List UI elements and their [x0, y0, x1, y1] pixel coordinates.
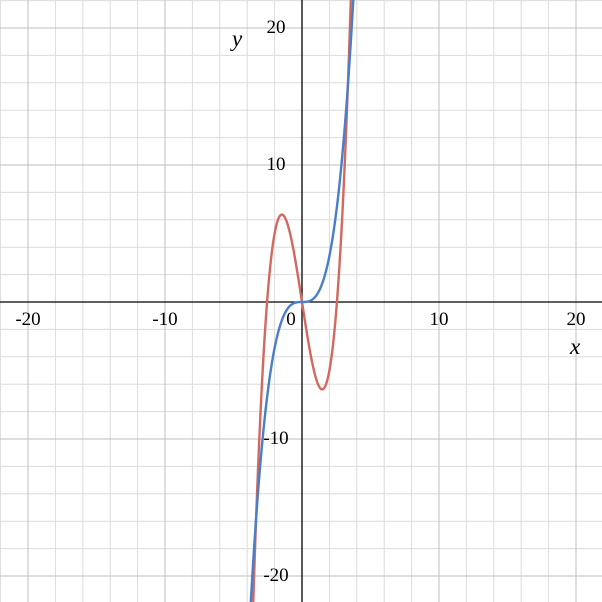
x-tick-label: -20: [15, 309, 40, 331]
x-axis-label: x: [570, 334, 580, 360]
y-tick-label: 10: [267, 154, 286, 176]
xy-chart: y x -20 -10 0 10 20 -20 -10 10 20: [0, 0, 602, 602]
y-tick-label: -10: [263, 428, 288, 450]
y-tick-label: 20: [267, 17, 286, 39]
x-tick-label: 10: [430, 309, 449, 331]
y-tick-label: -20: [263, 565, 288, 587]
x-tick-label: -10: [152, 309, 177, 331]
x-tick-label: 20: [567, 309, 586, 331]
plot-svg: [0, 0, 602, 602]
x-tick-label: 0: [286, 309, 296, 331]
y-axis-label: y: [232, 26, 242, 52]
